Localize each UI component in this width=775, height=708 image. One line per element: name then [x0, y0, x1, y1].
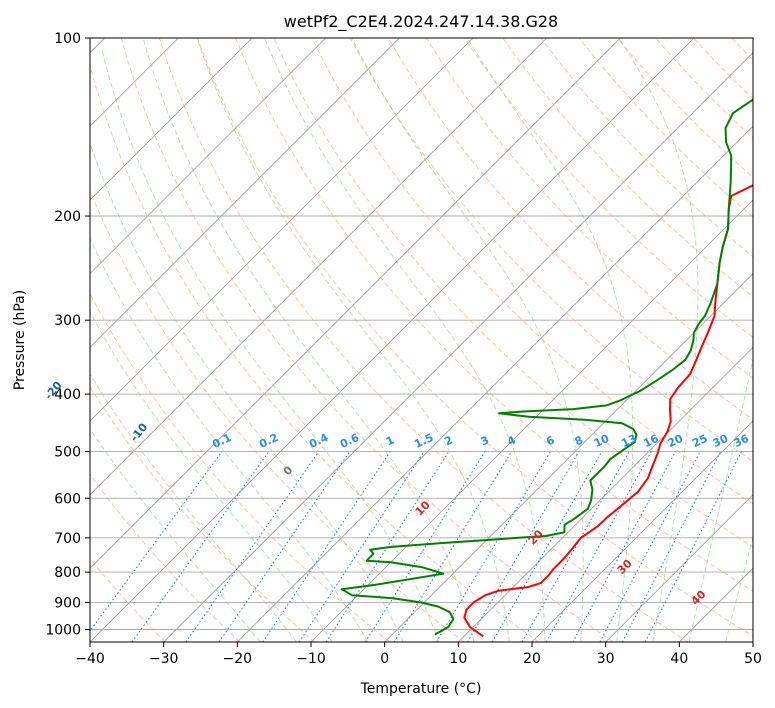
moist-adiabat	[688, 356, 753, 642]
dry-adiabat	[120, 38, 614, 642]
x-tick-label: 10	[449, 651, 467, 667]
moist-adiabat	[351, 38, 584, 642]
isotherm-line	[90, 38, 253, 201]
y-tick-label: 300	[54, 313, 81, 329]
x-axis-label: Temperature (°C)	[360, 681, 482, 697]
mixing-ratio-label: 16	[641, 432, 661, 450]
axes: −40 −30 −20 −10 0 10 20 30 40 50 100 200 300 400 500 60…	[45, 31, 762, 667]
x-tick-label: −10	[296, 651, 326, 667]
dry-adiabat	[349, 38, 753, 463]
moist-adiabat	[618, 38, 699, 642]
mixing-ratio-line	[218, 451, 351, 642]
isotherm-line	[90, 38, 621, 569]
x-tick-label: −30	[149, 651, 179, 667]
mixing-ratio-label: 30	[711, 432, 731, 450]
isotherm-line	[90, 38, 474, 422]
dry-adiabat	[90, 64, 540, 642]
mixing-ratio-line	[131, 451, 270, 642]
moist-adiabat	[196, 38, 510, 642]
isoline-labels: -100-90-80-70-60-50-40-30-20-100.10.20.4…	[42, 379, 752, 608]
y-axis-label: Pressure (hPa)	[12, 290, 28, 390]
dry-adiabat	[90, 558, 166, 642]
isotherm-line	[237, 125, 753, 642]
x-tick-label: 50	[744, 651, 762, 667]
temperature-profile-line	[463, 184, 753, 638]
mixing-ratio-label: 13	[619, 432, 638, 450]
y-tick-label: 500	[54, 444, 81, 460]
mixing-ratio-line	[393, 451, 513, 642]
y-tick-label: 700	[54, 531, 81, 547]
x-tick-label: 20	[523, 651, 541, 667]
isotherm-line	[90, 38, 547, 496]
isotherm-line	[90, 38, 695, 642]
mixing-ratio-line	[467, 451, 580, 642]
chart-title: wetPf2_C2E4.2024.247.14.38.G28	[284, 12, 558, 32]
x-tick-label: −40	[75, 651, 105, 667]
dewpoint-profile-line	[340, 98, 753, 636]
moist-adiabat	[142, 38, 475, 642]
mixing-ratio-line	[572, 451, 676, 642]
mixing-ratio-line	[90, 451, 223, 632]
mixing-ratio-label: 36	[732, 432, 752, 450]
profile-lines	[340, 98, 753, 638]
y-tick-label: 800	[54, 565, 81, 581]
dry-adiabat	[90, 473, 241, 642]
mixing-ratio-line	[435, 451, 552, 642]
isotherm-line	[163, 52, 753, 642]
x-tick-label: −20	[223, 651, 253, 667]
mixing-ratio-line	[185, 451, 320, 642]
isotherm-line	[531, 420, 753, 642]
mixing-ratio-label: 10	[592, 432, 612, 450]
dry-adiabat	[90, 386, 315, 642]
dry-adiabat	[235, 38, 753, 592]
moist-adiabat	[264, 38, 546, 642]
x-tick-label: 40	[670, 651, 688, 667]
mixing-ratio-line	[364, 451, 486, 642]
auxiliary-lines	[90, 38, 753, 642]
dry-adiabat	[90, 292, 390, 642]
mixing-ratio-label: 25	[690, 432, 709, 450]
y-tick-label: 900	[54, 595, 81, 611]
moist-adiabat	[90, 237, 369, 642]
y-tick-label: 400	[54, 387, 81, 403]
moist-adiabat	[101, 50, 439, 642]
y-tick-label: 200	[54, 209, 81, 225]
dry-adiabat	[197, 38, 753, 637]
dry-adiabat	[502, 38, 753, 298]
y-tick-label: 600	[54, 491, 81, 507]
moist-adiabat	[725, 536, 753, 642]
isotherm-line	[384, 273, 753, 642]
x-tick-label: 30	[597, 651, 615, 667]
moist-adiabat	[90, 141, 404, 642]
isotherm-line	[310, 199, 753, 642]
mixing-ratio-line	[521, 451, 630, 642]
y-tick-label: 100	[54, 31, 81, 47]
x-tick-label: 0	[380, 651, 389, 667]
dry-adiabat	[426, 38, 753, 379]
isotherm-line	[90, 38, 400, 348]
mixing-ratio-line	[545, 451, 652, 642]
dry-adiabat	[158, 38, 689, 642]
mixing-ratio-line	[491, 451, 603, 642]
dry-adiabat	[273, 38, 753, 548]
moist-adiabat	[90, 373, 297, 642]
moist-adiabat	[90, 428, 261, 642]
mixing-ratio-label: 20	[666, 432, 686, 450]
isotherm-line	[458, 346, 753, 642]
grid-layer	[90, 38, 753, 642]
plot-frame	[89, 37, 754, 643]
y-tick-label: 1000	[45, 622, 81, 638]
isotherm-line	[605, 494, 753, 642]
isotherm-line	[90, 38, 326, 275]
